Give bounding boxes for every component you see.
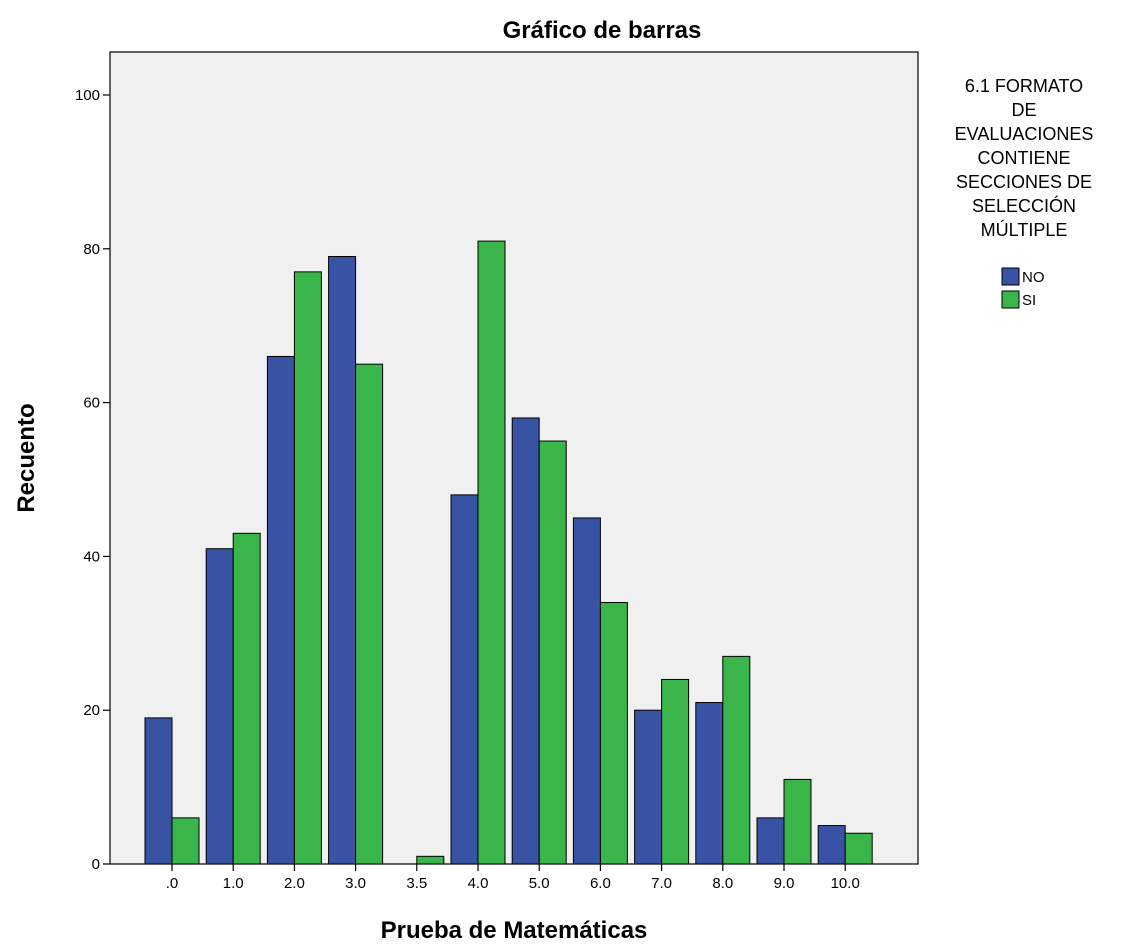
legend-title-line: SECCIONES DE xyxy=(956,172,1092,192)
x-tick-label: 7.0 xyxy=(651,875,672,892)
bar-no xyxy=(266,355,295,865)
y-tick-label: 0 xyxy=(92,856,100,873)
legend-title-line: DE xyxy=(1011,100,1036,120)
bar-no xyxy=(756,817,785,865)
bar-si xyxy=(171,817,200,865)
bar-no xyxy=(634,709,663,865)
legend-title-line: 6.1 FORMATO xyxy=(965,76,1083,96)
bar-si xyxy=(416,855,445,865)
chart-title: Gráfico de barras xyxy=(503,17,702,44)
bar-si xyxy=(232,532,261,865)
legend-title-line: MÚLTIPLE xyxy=(981,219,1068,240)
bar-si xyxy=(538,440,567,865)
x-axis: .0 1.0 2.0 3.0 3.5 4.0 5.0 6.0 7.0 8.0 9.0 10.0 xyxy=(166,864,860,892)
bars xyxy=(144,240,873,865)
x-tick-label: 2.0 xyxy=(284,875,305,892)
x-axis-title: Prueba de Matemáticas xyxy=(381,917,648,944)
legend-title-line: EVALUACIONES xyxy=(955,124,1094,144)
legend-label-no: NO xyxy=(1022,269,1045,286)
bar-si xyxy=(599,602,628,865)
x-tick-label: 1.0 xyxy=(223,875,244,892)
x-tick-label: 3.0 xyxy=(345,875,366,892)
y-tick-label: 20 xyxy=(83,702,100,719)
x-tick-label: 5.0 xyxy=(529,875,550,892)
legend: 6.1 FORMATO DE EVALUACIONES CONTIENE SECCION… xyxy=(955,76,1094,309)
y-tick-label: 100 xyxy=(75,87,100,104)
y-axis: 0 20 40 60 80 100 xyxy=(75,87,110,873)
y-tick-label: 60 xyxy=(83,395,100,412)
legend-label-si: SI xyxy=(1022,292,1036,309)
bar-si xyxy=(477,240,506,865)
x-tick-label: .0 xyxy=(166,875,179,892)
bar-no xyxy=(328,255,357,865)
bar-no xyxy=(450,494,479,865)
legend-title-line: SELECCIÓN xyxy=(972,195,1076,216)
bar-no xyxy=(144,717,173,865)
x-tick-label: 9.0 xyxy=(774,875,795,892)
bar-si xyxy=(293,271,322,865)
bar-no xyxy=(817,825,846,865)
bar-si xyxy=(844,832,873,865)
legend-swatch-no xyxy=(1001,267,1020,286)
x-tick-label: 3.5 xyxy=(406,875,427,892)
y-tick-label: 80 xyxy=(83,241,100,258)
x-tick-label: 8.0 xyxy=(712,875,733,892)
bar-si xyxy=(355,363,384,865)
x-tick-label: 10.0 xyxy=(831,875,860,892)
bar-no xyxy=(205,548,234,865)
x-tick-label: 4.0 xyxy=(468,875,489,892)
legend-swatch-si xyxy=(1001,290,1020,309)
bar-si xyxy=(661,678,690,865)
bar-si xyxy=(722,655,751,865)
y-tick-label: 40 xyxy=(83,548,100,565)
x-tick-label: 6.0 xyxy=(590,875,611,892)
y-axis-title: Recuento xyxy=(13,403,40,512)
legend-title-line: CONTIENE xyxy=(977,148,1070,168)
bar-no xyxy=(695,702,724,865)
bar-no xyxy=(511,417,540,865)
bar-no xyxy=(572,517,601,865)
bar-si xyxy=(783,778,812,865)
